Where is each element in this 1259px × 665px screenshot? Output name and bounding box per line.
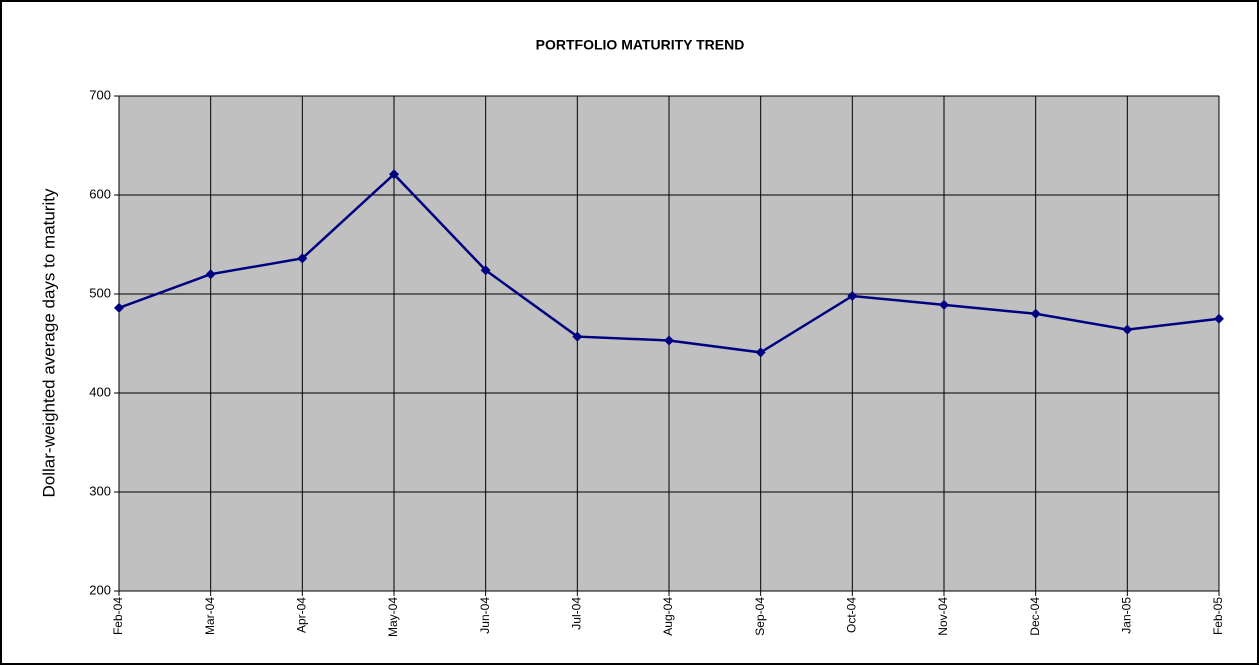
x-tick-label: Oct-04 xyxy=(845,597,859,633)
data-marker xyxy=(1122,324,1133,335)
data-marker xyxy=(205,269,216,280)
data-marker xyxy=(1030,308,1041,319)
data-marker xyxy=(480,265,491,276)
data-marker xyxy=(572,331,583,342)
x-tick-label: May-04 xyxy=(386,597,400,637)
data-marker xyxy=(755,347,766,358)
data-marker xyxy=(389,169,399,180)
x-tick-label: Sep-04 xyxy=(753,597,767,636)
y-tick-label: 500 xyxy=(89,285,111,300)
x-tick-label: Apr-04 xyxy=(295,597,309,633)
x-tick-label: Jul-04 xyxy=(570,597,584,630)
y-tick-label: 600 xyxy=(89,186,111,201)
x-tick-label: Aug-04 xyxy=(661,597,675,636)
data-marker xyxy=(939,299,949,310)
x-tick-label: Nov-04 xyxy=(936,597,950,636)
x-tick-label: Dec-04 xyxy=(1028,597,1042,636)
x-tick-label: Jun-04 xyxy=(478,597,492,634)
data-marker xyxy=(1214,313,1224,324)
data-marker xyxy=(847,290,858,301)
data-marker xyxy=(297,253,308,264)
y-axis-label: Dollar-weighted average days to maturity xyxy=(39,188,58,497)
x-tick-label: Feb-05 xyxy=(1211,597,1225,635)
x-tick-label: Jan-05 xyxy=(1120,597,1134,634)
x-tick-label: Mar-04 xyxy=(203,597,217,635)
y-tick-label: 300 xyxy=(89,483,111,498)
chart-title: PORTFOLIO MATURITY TREND xyxy=(536,37,745,53)
y-tick-label: 200 xyxy=(89,582,111,597)
y-tick-label: 400 xyxy=(89,384,111,399)
x-tick-label: Feb-04 xyxy=(111,597,125,635)
data-marker xyxy=(114,302,124,313)
y-tick-label: 700 xyxy=(89,87,111,102)
data-marker xyxy=(664,335,674,346)
